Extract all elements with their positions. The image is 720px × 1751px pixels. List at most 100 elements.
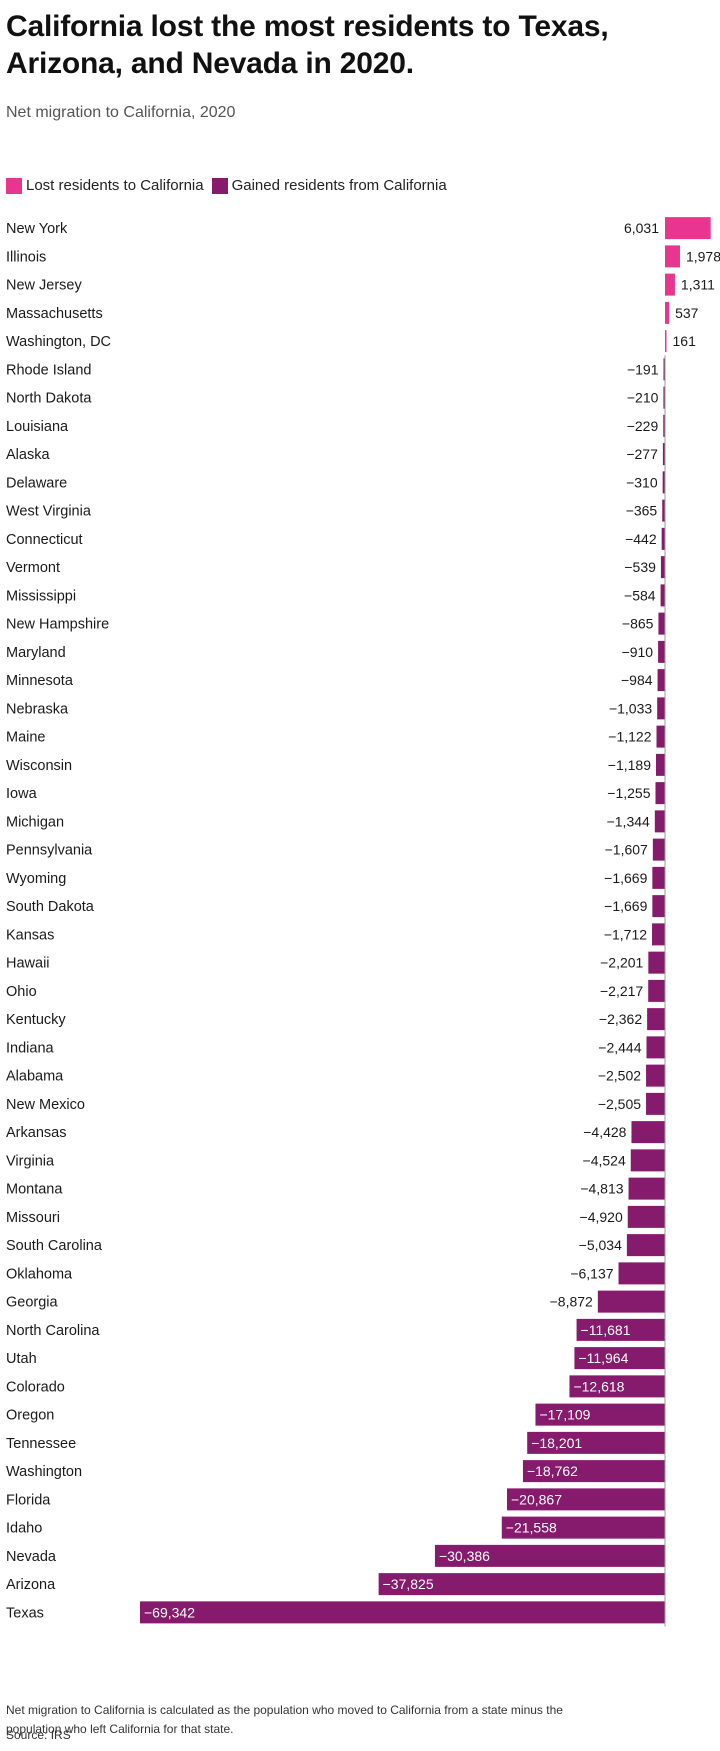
bar (661, 527, 665, 550)
value-label: −277 (626, 446, 658, 462)
bar (657, 697, 665, 720)
category-label: Maryland (6, 645, 66, 661)
category-label: Washington, DC (6, 334, 111, 350)
value-label: −4,524 (583, 1152, 626, 1168)
value-label: −865 (622, 616, 654, 632)
category-label: Kansas (6, 927, 54, 943)
category-label: Nevada (6, 1549, 57, 1565)
bar (654, 810, 665, 833)
category-label: Louisiana (6, 419, 69, 435)
value-label: −30,386 (439, 1548, 490, 1564)
value-label: −1,607 (605, 842, 648, 858)
category-label: Alabama (6, 1069, 64, 1085)
value-label: −910 (622, 644, 654, 660)
category-label: Mississippi (6, 588, 76, 604)
bar (665, 273, 675, 296)
bar (140, 1601, 665, 1624)
legend-label-lost: Lost residents to California (26, 177, 204, 194)
category-label: Utah (6, 1351, 37, 1367)
category-label: Oregon (6, 1408, 54, 1424)
bar (527, 1431, 665, 1454)
value-label: −69,342 (144, 1604, 195, 1620)
category-label: Connecticut (6, 532, 83, 548)
category-label: Hawaii (6, 956, 50, 972)
value-label: −365 (626, 503, 658, 519)
value-label: −1,189 (608, 757, 651, 773)
value-label: −210 (627, 390, 659, 406)
category-label: Georgia (6, 1295, 59, 1311)
value-label: −1,255 (607, 785, 650, 801)
bar (378, 1573, 665, 1596)
category-label: Rhode Island (6, 362, 91, 378)
bar (662, 471, 665, 494)
value-label: −1,669 (604, 870, 647, 886)
footnote-line-1: Net migration to California is calculate… (6, 1703, 563, 1717)
bar (658, 612, 665, 635)
bar (665, 301, 670, 324)
bar (656, 725, 665, 748)
bar (569, 1375, 665, 1398)
category-label: Wisconsin (6, 758, 72, 774)
bar (597, 1290, 665, 1313)
bar (618, 1262, 665, 1285)
bar (665, 330, 667, 353)
value-label: −11,681 (581, 1322, 631, 1338)
bar (652, 838, 665, 861)
legend: Lost residents to California Gained resi… (6, 177, 455, 194)
bar (663, 386, 665, 409)
category-label: West Virginia (6, 504, 92, 520)
bar (507, 1488, 665, 1511)
bar (434, 1544, 665, 1567)
value-label: −4,428 (583, 1124, 626, 1140)
category-label: Alaska (6, 447, 50, 463)
bar (646, 1064, 665, 1087)
value-label: −539 (624, 559, 656, 575)
category-label: New York (6, 221, 68, 237)
bar-chart: New York 6,031 Illinois 1,978 New Jersey 1,31… (6, 217, 720, 1627)
chart-title: California lost the most residents to Te… (6, 10, 609, 80)
value-label: −2,502 (598, 1068, 641, 1084)
category-label: Nebraska (6, 701, 69, 717)
bar (658, 640, 665, 663)
category-label: Illinois (6, 249, 46, 265)
value-label: −584 (624, 587, 656, 603)
category-label: New Jersey (6, 278, 82, 294)
value-label: −1,344 (607, 813, 650, 829)
bar (663, 414, 665, 437)
value-label: −1,122 (608, 729, 651, 745)
bar (535, 1403, 665, 1426)
bar (662, 499, 665, 522)
legend-swatch-lost (6, 177, 22, 194)
value-label: −2,217 (600, 983, 643, 999)
category-label: Colorado (6, 1379, 65, 1395)
bar (628, 1177, 665, 1200)
value-label: 1,978 (686, 248, 720, 264)
value-label: 6,031 (624, 220, 659, 236)
category-label: Vermont (6, 560, 60, 576)
value-label: −37,825 (383, 1576, 434, 1592)
legend-item-lost: Lost residents to California (6, 177, 204, 194)
category-label: Maine (6, 730, 46, 746)
bar (647, 1008, 665, 1031)
bar (522, 1460, 665, 1483)
legend-label-gained: Gained residents from California (231, 177, 447, 194)
legend-swatch-gained (211, 177, 228, 194)
category-label: New Mexico (6, 1097, 85, 1113)
bar (648, 979, 665, 1002)
value-label: −310 (626, 474, 658, 490)
category-label: Arkansas (6, 1125, 66, 1141)
bar (574, 1347, 665, 1370)
value-label: −18,201 (531, 1435, 582, 1451)
bar (660, 584, 665, 607)
bar (665, 245, 680, 268)
bar (655, 753, 665, 776)
category-label: Michigan (6, 814, 64, 830)
bar (665, 217, 711, 240)
value-label: −6,137 (570, 1265, 613, 1281)
category-label: Minnesota (6, 673, 74, 689)
category-label: Iowa (6, 786, 38, 802)
value-label: −1,033 (609, 700, 652, 716)
category-label: Ohio (6, 984, 37, 1000)
value-label: −4,920 (580, 1209, 623, 1225)
bar (630, 1149, 665, 1172)
